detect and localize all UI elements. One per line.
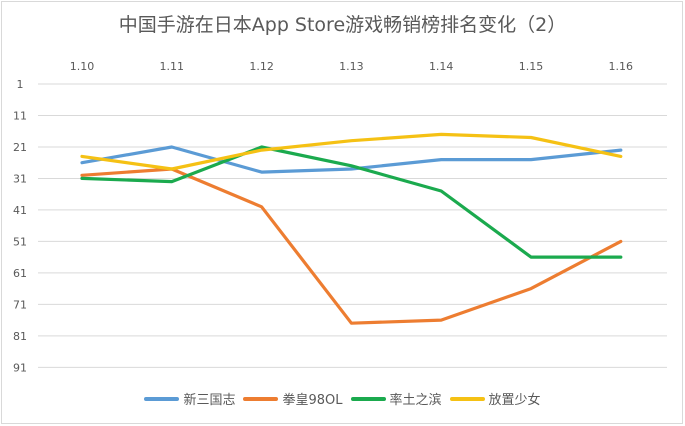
legend-line-swatch xyxy=(144,396,180,401)
series-line-0 xyxy=(80,145,623,174)
legend-label: 率土之滨 xyxy=(389,393,442,408)
legend-line-swatch xyxy=(243,396,279,401)
series-line-2 xyxy=(80,145,623,259)
legend-line-swatch xyxy=(449,396,485,401)
y-tick-label: 71 xyxy=(13,298,27,311)
x-tick-label: 1.12 xyxy=(249,60,274,73)
legend-item: 拳皇98OL xyxy=(243,389,343,408)
series-line-3 xyxy=(80,132,623,171)
legend-label: 放置少女 xyxy=(488,393,541,408)
x-tick-label: 1.10 xyxy=(70,60,95,73)
y-tick-label: 51 xyxy=(13,235,27,248)
legend-item: 放置少女 xyxy=(449,389,541,408)
legend-label: 拳皇98OL xyxy=(282,393,343,408)
x-tick-label: 1.14 xyxy=(429,60,454,73)
y-tick-label: 31 xyxy=(13,172,27,185)
x-axis-ticks: 1.10 1.11 1.12 1.13 1.14 1.15 1.16 xyxy=(70,60,633,73)
chart-title: 中国手游在日本App Store游戏畅销榜排名变化（2） xyxy=(118,14,567,36)
legend-label: 新三国志 xyxy=(183,393,236,408)
y-tick-label: 91 xyxy=(13,361,27,374)
series-line-1 xyxy=(80,167,623,325)
legend-item: 率土之滨 xyxy=(350,389,442,408)
legend-item: 新三国志 xyxy=(144,389,235,408)
gridlines xyxy=(38,83,667,368)
y-tick-label: 11 xyxy=(13,109,27,122)
y-tick-label: 81 xyxy=(13,330,27,343)
y-tick-label: 41 xyxy=(13,204,27,217)
x-tick-label: 1.11 xyxy=(160,60,185,73)
series-lines xyxy=(80,132,623,325)
x-tick-label: 1.16 xyxy=(609,60,634,73)
x-tick-label: 1.13 xyxy=(339,60,364,73)
legend: 新三国志 拳皇98OL 率土之滨 放置少女 xyxy=(0,389,685,408)
y-tick-label: 21 xyxy=(13,141,27,154)
y-tick-label: 1 xyxy=(17,78,24,91)
legend-line-swatch xyxy=(350,396,386,401)
y-tick-label: 61 xyxy=(13,267,27,280)
x-tick-label: 1.15 xyxy=(519,60,544,73)
